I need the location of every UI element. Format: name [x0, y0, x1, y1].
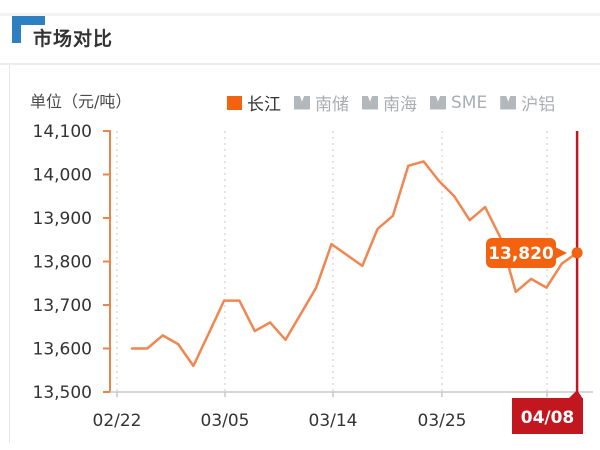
- legend-label: 长江: [247, 95, 281, 115]
- x-tick: 03/25: [418, 411, 467, 431]
- highlighted-date-label: 04/08: [521, 408, 575, 428]
- x-tick: 02/22: [93, 411, 142, 431]
- legend-item-nanhai[interactable]: 南海: [362, 90, 417, 115]
- y-tick: 14,000: [33, 166, 92, 186]
- x-tick: 03/05: [201, 411, 250, 431]
- legend-item-hulv[interactable]: 沪铝: [500, 90, 555, 115]
- last-value-label: 13,820: [488, 244, 554, 264]
- header-divider: [0, 63, 600, 65]
- notched-square-icon: [430, 95, 446, 110]
- notched-square-icon: [500, 95, 517, 110]
- x-tick: 03/14: [309, 411, 358, 431]
- legend-label: SME: [451, 92, 488, 113]
- series-swatch-icon: [227, 95, 242, 110]
- y-tick: 14,100: [33, 122, 92, 142]
- legend-label: 沪铝: [521, 95, 556, 115]
- corner-bracket-icon: [12, 16, 45, 43]
- x-tick-labels: 02/22 03/05 03/14 03/25: [93, 411, 467, 431]
- last-point-dot: [571, 247, 583, 259]
- legend-label: 南海: [383, 95, 417, 115]
- top-divider: [0, 13, 600, 16]
- gridlines: [116, 131, 548, 392]
- page-title: 市场对比: [33, 28, 114, 50]
- y-tick: 13,500: [33, 383, 92, 403]
- legend-item-nanchu[interactable]: 南储: [294, 90, 349, 115]
- y-tick-labels: 14,100 14,000 13,900 13,800 13,700 13,60…: [33, 122, 92, 403]
- x-axis: [110, 391, 593, 397]
- legend-item-sme[interactable]: SME: [430, 93, 487, 113]
- highlighted-date-badge[interactable]: 04/08: [512, 390, 583, 434]
- legend-label: 南储: [315, 95, 349, 115]
- chart-legend: 长江 南储 南海 SME 沪铝: [227, 90, 555, 115]
- y-tick: 13,700: [33, 296, 92, 316]
- notched-square-icon: [294, 95, 310, 110]
- y-tick: 13,900: [33, 209, 92, 229]
- unit-label: 单位（元/吨）: [30, 92, 132, 111]
- y-tick: 13,800: [33, 253, 92, 273]
- panel-left-border: [9, 65, 10, 443]
- y-axis: [103, 130, 111, 393]
- notched-square-icon: [362, 95, 378, 110]
- legend-item-changjiang[interactable]: 长江: [227, 90, 281, 115]
- y-tick: 13,600: [33, 340, 92, 360]
- last-value-callout: 13,820: [486, 238, 567, 268]
